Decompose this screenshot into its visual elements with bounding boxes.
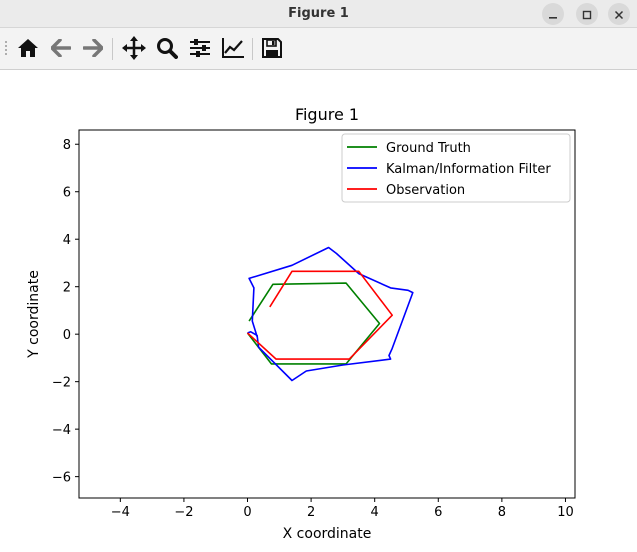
close-icon: [614, 5, 624, 24]
chart-title: Figure 1: [295, 105, 359, 124]
y-tick-label: −6: [52, 471, 71, 486]
plot-svg: Figure 1 −4 −2 0 2 4 6 8 10 −6 −4 −2 0 2 4 6 8 X coord…: [26, 105, 576, 542]
y-tick-label: 2: [63, 281, 71, 296]
forward-icon: [82, 38, 104, 61]
minimize-button[interactable]: [542, 3, 564, 25]
zoom-button[interactable]: [154, 37, 180, 63]
x-tick-label: −4: [111, 505, 130, 520]
edit-axis-icon: [221, 37, 245, 63]
pan-icon: [122, 36, 146, 64]
toolbar-grip[interactable]: [4, 40, 8, 58]
home-button[interactable]: [15, 37, 41, 63]
figure-canvas[interactable]: Figure 1 −4 −2 0 2 4 6 8 10 −6 −4 −2 0 2 4 6 8 X coord…: [0, 70, 637, 548]
maximize-icon: [582, 5, 592, 24]
forward-button[interactable]: [80, 37, 106, 63]
x-tick-label: 8: [498, 505, 506, 520]
subplots-button[interactable]: [187, 37, 213, 63]
home-icon: [17, 38, 39, 62]
window-titlebar: Figure 1: [0, 0, 637, 28]
x-tick-label: 6: [434, 505, 442, 520]
y-tick-label: 4: [63, 233, 71, 248]
y-tick-label: −4: [52, 423, 71, 438]
navigation-toolbar: [0, 28, 637, 70]
back-icon: [50, 38, 72, 61]
legend-label-ground-truth: Ground Truth: [386, 141, 471, 156]
x-tick-label: 10: [557, 505, 574, 520]
legend-box: [341, 133, 571, 203]
edit-axis-button[interactable]: [220, 37, 246, 63]
save-button[interactable]: [259, 37, 285, 63]
minimize-icon: [548, 5, 558, 24]
y-tick-label: −2: [52, 376, 71, 391]
x-tick-label: 0: [243, 505, 251, 520]
maximize-button[interactable]: [576, 3, 598, 25]
plot-lines: [246, 246, 414, 382]
legend-label-observation: Observation: [386, 183, 465, 198]
y-tick-label: 0: [63, 328, 71, 343]
subplots-icon: [189, 38, 211, 62]
x-axis-label: X coordinate: [283, 526, 372, 542]
x-tick-label: 2: [307, 505, 315, 520]
series-line-observation: [246, 270, 394, 360]
y-tick-label: 6: [63, 186, 71, 201]
x-axis: −4 −2 0 2 4 6 8 10: [111, 498, 574, 520]
legend: Ground Truth Kalman/Information Filter Obs…: [341, 133, 571, 203]
pan-button[interactable]: [121, 36, 147, 64]
x-tick-label: 4: [371, 505, 379, 520]
y-axis: −6 −4 −2 0 2 4 6 8: [52, 138, 79, 486]
y-axis-label: Y coordinate: [26, 270, 42, 359]
back-button[interactable]: [48, 37, 74, 63]
series-line-kalman-information-filter: [247, 246, 414, 382]
window-title: Figure 1: [288, 6, 349, 21]
save-icon: [262, 38, 282, 62]
zoom-icon: [156, 37, 178, 63]
close-button[interactable]: [608, 3, 630, 25]
series-line-ground-truth: [246, 282, 381, 365]
toolbar-separator: [112, 38, 113, 60]
y-tick-label: 8: [63, 138, 71, 153]
toolbar-separator: [252, 38, 253, 60]
x-tick-label: −2: [174, 505, 193, 520]
legend-label-kalman-information-filter: Kalman/Information Filter: [386, 162, 551, 177]
